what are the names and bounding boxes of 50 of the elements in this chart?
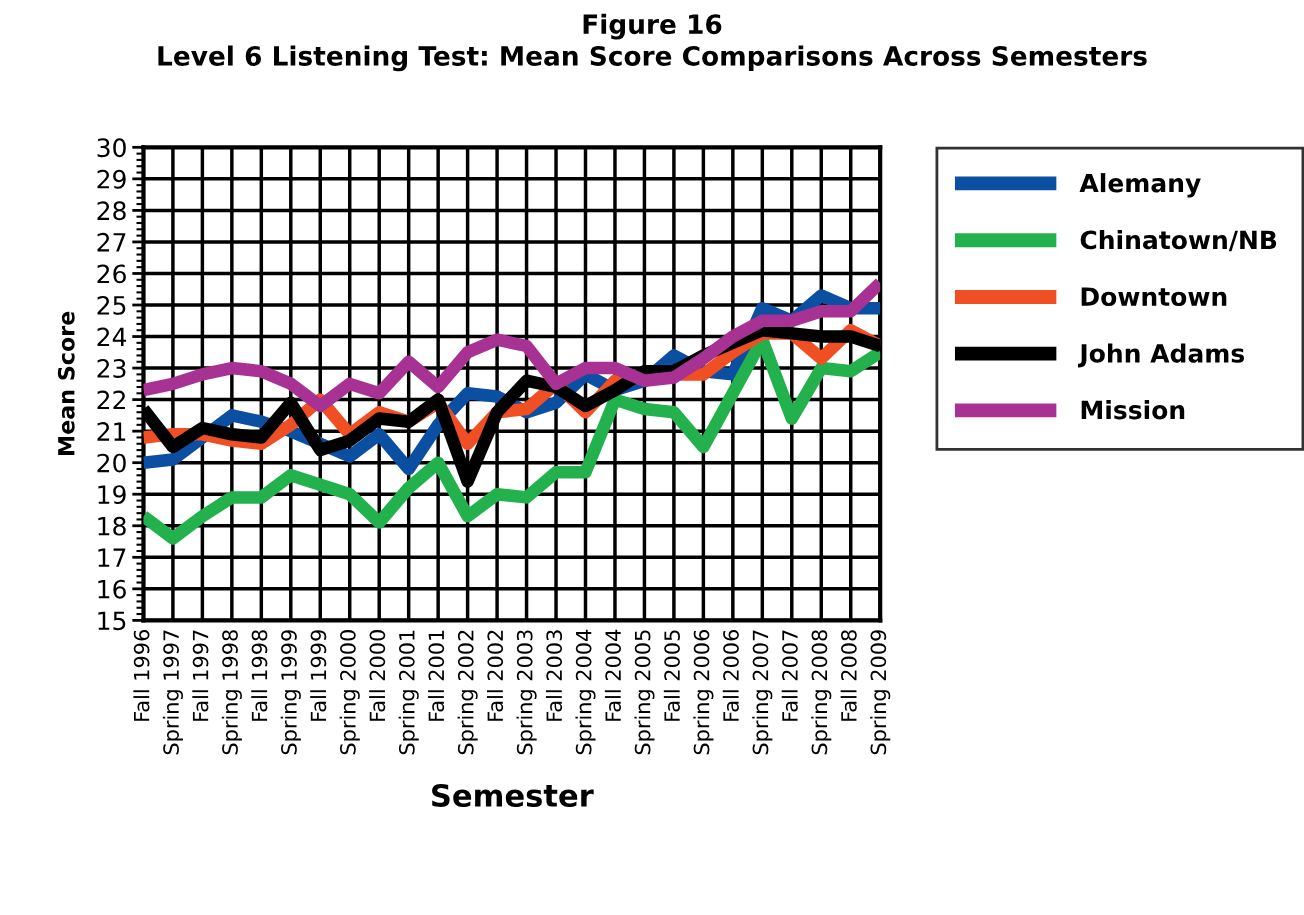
x-tick-label: Fall 2003 [545, 630, 563, 721]
y-tick-label: 24 [97, 327, 127, 347]
chart-title: Figure 16 Level 6 Listening Test: Mean Score Comparisons Across Semesters [158, 13, 1147, 72]
x-tick-label: Spring 2009 [870, 630, 891, 755]
x-tick-label: Spring 2000 [339, 630, 360, 755]
x-tick-label: Fall 2006 [722, 630, 739, 721]
legend-label: Downtown [1081, 287, 1227, 307]
y-tick-label: 29 [97, 169, 126, 189]
x-tick-label: Fall 2000 [369, 630, 386, 721]
x-tick-label: Spring 1999 [280, 630, 301, 755]
y-tick-label: 18 [98, 516, 126, 536]
x-tick-label: Fall 1998 [251, 630, 268, 721]
x-tick-label: Spring 1998 [221, 630, 242, 755]
y-tick-label: 23 [97, 359, 126, 378]
y-tick-label: 30 [97, 138, 126, 158]
y-tick-label: 16 [98, 579, 126, 599]
x-tick-label: Spring 2003 [516, 630, 537, 755]
x-tick-label: Spring 1997 [162, 630, 183, 755]
x-tick-label: Spring 2007 [752, 630, 773, 755]
x-tick-label: Fall 2008 [840, 630, 857, 721]
x-tick-label: Spring 2004 [575, 629, 596, 755]
x-tick-label: Fall 2002 [487, 630, 504, 721]
y-axis-title: Mean Score [57, 311, 75, 455]
x-tick-label: Fall 2007 [781, 630, 798, 721]
x-tick-label: Spring 2005 [634, 630, 655, 755]
legend-label: Chinatown/NB [1080, 230, 1277, 252]
x-tick-label: Fall 2005 [663, 630, 680, 721]
y-tick-label: 22 [97, 390, 125, 410]
x-tick-label: Spring 2006 [693, 630, 714, 755]
x-tick-label: Fall 1999 [310, 630, 327, 721]
y-tick-label: 28 [97, 201, 126, 221]
legend-label: John Adams [1078, 343, 1245, 368]
y-tick-label: 25 [97, 295, 126, 315]
x-tick-label: Fall 2001 [428, 630, 445, 721]
y-tick-label: 20 [97, 453, 126, 473]
y-tick-label: 21 [97, 422, 126, 441]
y-tick-label: 27 [97, 232, 126, 252]
legend-label: Mission [1081, 400, 1185, 420]
y-tick-label: 19 [98, 485, 126, 505]
x-tick-label: Fall 2004 [604, 629, 622, 721]
x-tick-label: Spring 2001 [398, 630, 419, 755]
x-axis-title: Semester [432, 783, 594, 808]
y-tick-label: 17 [98, 548, 126, 567]
x-tick-label: Spring 2008 [811, 630, 832, 755]
x-tick-label: Fall 1996 [133, 630, 150, 721]
y-tick-label: 15 [98, 611, 126, 631]
y-tick-label: 26 [97, 264, 126, 284]
x-tick-label: Spring 2002 [457, 630, 478, 755]
x-tick-label: Fall 1997 [192, 630, 209, 721]
legend-label: Alemany [1079, 173, 1201, 198]
